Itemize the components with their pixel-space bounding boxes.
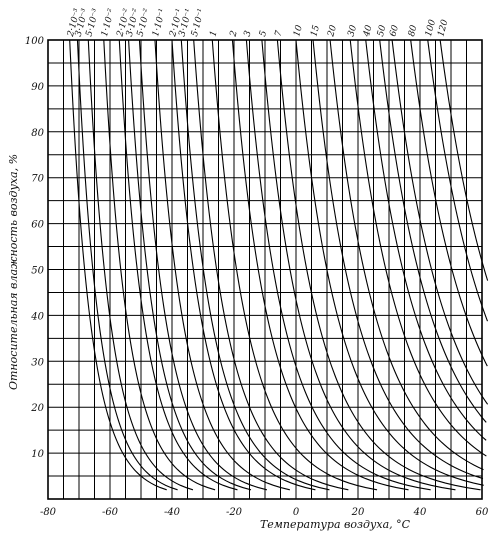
curve-label: 5	[258, 29, 269, 37]
y-tick-label: 50	[31, 266, 44, 277]
curve-line	[439, 39, 489, 281]
curve-line	[329, 39, 484, 471]
x-tick-label: -20	[226, 507, 243, 518]
curve-line	[180, 39, 330, 491]
curve-line	[245, 39, 431, 491]
y-tick-label: 100	[25, 36, 45, 47]
curve-label: 15	[309, 24, 322, 38]
y-tick-label: 10	[31, 449, 44, 460]
curve-line	[410, 39, 488, 367]
curve-line	[312, 39, 484, 480]
curve-line	[87, 39, 194, 491]
curve-label: 100	[424, 18, 438, 37]
curve-label: 120	[436, 18, 450, 37]
curve-label: 10	[292, 24, 305, 38]
curve-line	[118, 39, 238, 491]
plot-frame	[47, 39, 483, 500]
curve-line	[171, 39, 316, 491]
curve-line	[349, 39, 487, 457]
curve-line	[69, 39, 167, 491]
curve-label: 60	[388, 24, 401, 38]
x-tick-label: 20	[351, 507, 365, 518]
curve-label: 1·10⁻²	[100, 7, 117, 37]
curve-line	[231, 39, 409, 491]
curve-label: 2	[228, 29, 239, 38]
y-tick-label: 60	[31, 220, 44, 231]
curve-line	[261, 39, 456, 491]
y-tick-label: 70	[31, 174, 44, 185]
curve-line	[427, 39, 489, 322]
curve-label: 30	[347, 24, 360, 38]
y-tick-labels: 10 20 30 40 50 60 70 80 90 100	[25, 36, 45, 460]
x-tick-label: -80	[40, 507, 57, 518]
curve-label: 20	[326, 24, 339, 39]
y-tick-label: 80	[31, 128, 44, 139]
y-tick-label: 90	[31, 82, 44, 93]
y-tick-label: 20	[30, 403, 44, 414]
curve-line	[154, 39, 290, 491]
curve-line	[193, 39, 349, 491]
curve-line	[138, 39, 268, 491]
curve-line	[103, 39, 216, 491]
curve-line	[211, 39, 378, 491]
curve-line	[276, 39, 481, 491]
curve-line	[295, 39, 484, 486]
curve-label: 7	[274, 29, 285, 37]
curve-label: 1·10⁻¹	[151, 8, 168, 38]
x-tick-label: 40	[413, 507, 427, 518]
curve-line	[365, 39, 487, 441]
curve-label: 80	[407, 24, 420, 38]
curve-label: 1	[209, 30, 220, 38]
x-tick-label: 0	[293, 507, 300, 518]
curve-label: 3	[243, 29, 254, 37]
curve-label: 40	[362, 24, 375, 39]
curve-line	[76, 39, 178, 491]
y-tick-label: 30	[31, 357, 44, 368]
curves	[69, 39, 489, 491]
plot-border	[47, 39, 483, 500]
curve-labels: 2·10⁻³3·10⁻³5·10⁻³1·10⁻²2·10⁻²3·10⁻²5·10…	[66, 7, 451, 38]
x-tick-label: -60	[102, 507, 119, 518]
x-tick-labels: -80 -60 -40 -20 0 20 40 60	[40, 507, 489, 518]
y-tick-label: 40	[30, 311, 44, 322]
curve-line	[379, 39, 487, 423]
x-tick-label: -40	[164, 507, 181, 518]
x-axis-title: Температура воздуха, °C	[260, 518, 411, 531]
x-tick-label: 60	[476, 507, 489, 518]
curve-label: 50	[376, 24, 389, 38]
curve-line	[391, 39, 489, 405]
curve-line	[128, 39, 252, 491]
y-axis-title: Относительная влажность воздуха, %	[7, 154, 20, 390]
